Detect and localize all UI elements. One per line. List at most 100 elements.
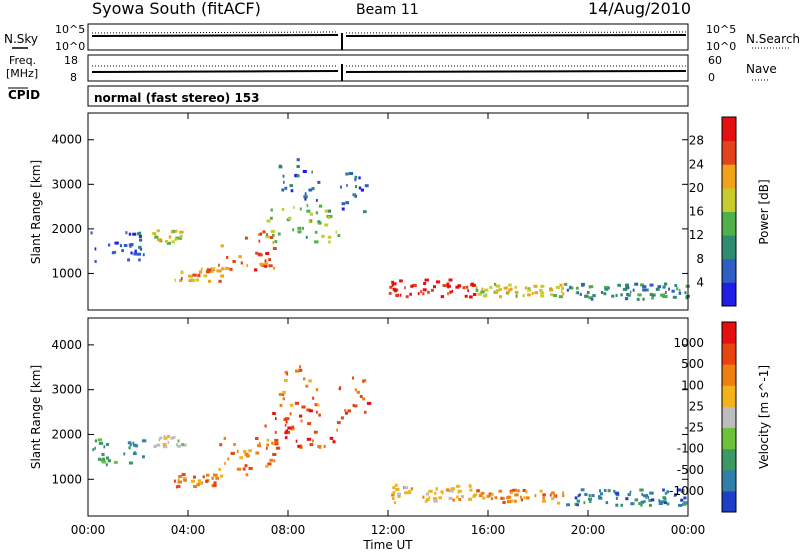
echo-cell [132, 452, 137, 456]
time-axis-ticks: 00:00 04:00 08:00 12:00 16:00 20:00 00:00 [71, 113, 705, 537]
echo-cell [605, 501, 609, 505]
echo-cell [190, 479, 195, 483]
echo-cell [448, 496, 453, 500]
echo-cell [482, 294, 488, 298]
echo-cell [266, 219, 271, 223]
echo-cell [422, 495, 425, 499]
echo-cell [175, 236, 180, 240]
echo-cell [296, 158, 300, 162]
echo-cell [154, 233, 157, 237]
echo-cell [180, 271, 184, 275]
echo-cell [312, 396, 315, 400]
echo-cell [335, 230, 338, 234]
echo-cell [540, 294, 545, 298]
echo-cell [574, 502, 577, 506]
echo-cell [295, 174, 300, 178]
echo-cell [142, 455, 145, 459]
echo-cell [651, 296, 654, 300]
echo-cell [158, 438, 161, 442]
echo-cell [470, 282, 475, 286]
echo-cell [238, 255, 242, 259]
echo-cell [225, 266, 230, 270]
echo-cell [284, 423, 287, 427]
echo-cell [298, 368, 303, 372]
echo-cell [397, 495, 401, 498]
echo-cell [642, 494, 647, 498]
echo-cell [206, 473, 210, 477]
echo-cell [448, 278, 453, 282]
echo-cell [153, 444, 157, 448]
velocity-echo-cells [92, 365, 688, 507]
echo-cell [129, 443, 132, 447]
echo-cell [534, 494, 537, 498]
echo-cell [133, 252, 137, 256]
echo-cell [226, 256, 229, 259]
velocity-y-ticks: 1000 2000 3000 4000 [51, 338, 688, 486]
echo-cell [332, 440, 336, 444]
echo-cell [265, 464, 269, 468]
echo-cell [664, 295, 668, 299]
echo-cell [258, 442, 261, 446]
echo-cell [220, 274, 224, 278]
echo-cell [494, 290, 499, 294]
echo-cell [193, 485, 198, 488]
echo-cell [177, 480, 182, 484]
echo-cell [316, 198, 318, 202]
nsearch-hi-label: 10^5 [706, 23, 736, 36]
echo-cell [216, 269, 220, 273]
echo-cell [455, 484, 461, 488]
echo-cell [303, 377, 306, 381]
velocity-colorbar-label: Velocity [m s^-1] [757, 365, 771, 469]
echo-cell [417, 292, 420, 296]
echo-cell [233, 443, 236, 446]
echo-cell [94, 260, 97, 263]
echo-cell [556, 501, 561, 505]
echo-cell [549, 288, 554, 292]
echo-cell [428, 496, 431, 500]
echo-cell [658, 499, 661, 503]
echo-cell [272, 234, 275, 238]
echo-cell [138, 258, 141, 262]
echo-cell [409, 292, 412, 296]
echo-cell [198, 481, 203, 485]
echo-cell [295, 369, 300, 373]
echo-cell [678, 288, 681, 292]
colorbar-swatch [722, 187, 736, 212]
echo-cell [660, 293, 665, 297]
echo-cell [482, 496, 486, 500]
echo-cell [586, 291, 590, 294]
echo-cell [114, 241, 119, 245]
echo-cell [615, 294, 618, 297]
echo-cell [244, 236, 248, 240]
echo-cell [306, 408, 311, 412]
echo-cell [636, 297, 640, 301]
echo-cell [660, 500, 665, 504]
echo-cell [393, 289, 397, 293]
echo-cell [359, 395, 363, 398]
echo-cell [269, 236, 274, 239]
echo-cell [299, 444, 302, 448]
echo-cell [514, 493, 519, 497]
echo-cell [301, 405, 306, 409]
cpid-mode: normal (fast stereo) 153 [94, 91, 260, 105]
echo-cell [397, 492, 401, 496]
echo-cell [248, 449, 252, 453]
echo-cell [314, 403, 318, 407]
colorbar-tick-label: -500 [677, 463, 704, 477]
echo-cell [468, 484, 472, 488]
echo-cell [549, 493, 552, 497]
echo-cell [603, 292, 607, 296]
echo-cell [508, 288, 512, 292]
power-colorbar: 4 8 12 16 20 24 28 [689, 116, 737, 307]
echo-cell [658, 502, 663, 505]
echo-cell [604, 287, 609, 291]
echo-cell [317, 180, 321, 184]
echo-cell [97, 457, 101, 461]
power-colorbar-label: Power [dB] [757, 179, 771, 244]
echo-cell [345, 411, 348, 415]
echo-cell [584, 294, 589, 298]
echo-cell [244, 464, 248, 468]
echo-cell [289, 184, 293, 188]
echo-cell [315, 211, 318, 215]
echo-cell [94, 446, 96, 450]
